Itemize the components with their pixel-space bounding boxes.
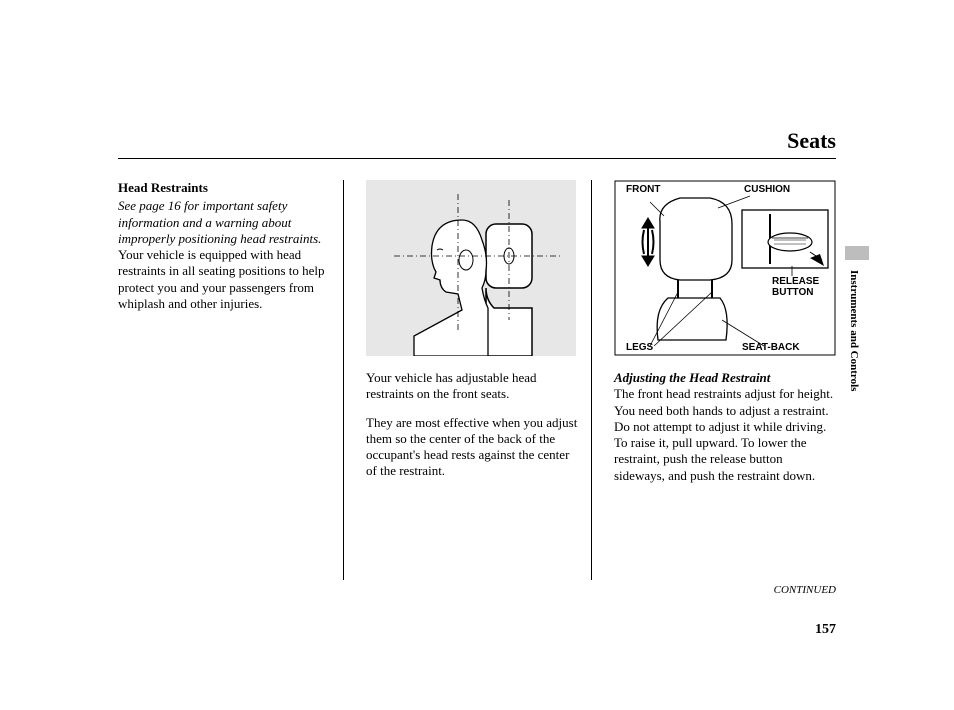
col3-subhead: Adjusting the Head Restraint [614, 370, 770, 385]
column-3: FRONT CUSHION RELEASEBUTTON LEGS SEAT-BA… [614, 180, 836, 580]
page-title: Seats [787, 128, 836, 154]
col1-note: See page 16 for important safety informa… [118, 198, 333, 247]
section-tab [845, 246, 869, 260]
callout-cushion: CUSHION [744, 184, 790, 197]
figure-head-position [366, 180, 576, 356]
section-tab-label: Instruments and Controls [846, 270, 860, 430]
callout-front: FRONT [626, 184, 660, 197]
manual-page: Seats Instruments and Controls Head Rest… [0, 0, 954, 710]
figure-head-position-svg [366, 180, 576, 356]
column-2: Your vehicle has adjustable head restrai… [366, 180, 592, 580]
col1-note-line3: improperly positioning head restraints. [118, 231, 321, 246]
title-rule [118, 158, 836, 159]
column-1: Head Restraints See page 16 for importan… [118, 180, 344, 580]
col2-p2: They are most effective when you adjust … [366, 415, 581, 480]
callout-seat-back: SEAT-BACK [742, 342, 800, 355]
col1-heading: Head Restraints [118, 180, 333, 196]
callout-release-button: RELEASEBUTTON [772, 276, 828, 298]
col1-body: Your vehicle is equipped with head restr… [118, 247, 333, 312]
callout-legs: LEGS [626, 342, 653, 355]
figure-head-restraint-parts-svg [614, 180, 836, 356]
page-number: 157 [815, 622, 836, 638]
col1-note-line1: See page 16 for important safety [118, 198, 287, 213]
col2-p1: Your vehicle has adjustable head restrai… [366, 370, 581, 403]
continued-label: CONTINUED [774, 584, 836, 596]
col3-body: The front head restraints adjust for hei… [614, 386, 833, 482]
columns: Head Restraints See page 16 for importan… [118, 180, 836, 580]
figure-head-restraint-parts: FRONT CUSHION RELEASEBUTTON LEGS SEAT-BA… [614, 180, 836, 356]
col1-note-line2: information and a warning about [118, 215, 291, 230]
